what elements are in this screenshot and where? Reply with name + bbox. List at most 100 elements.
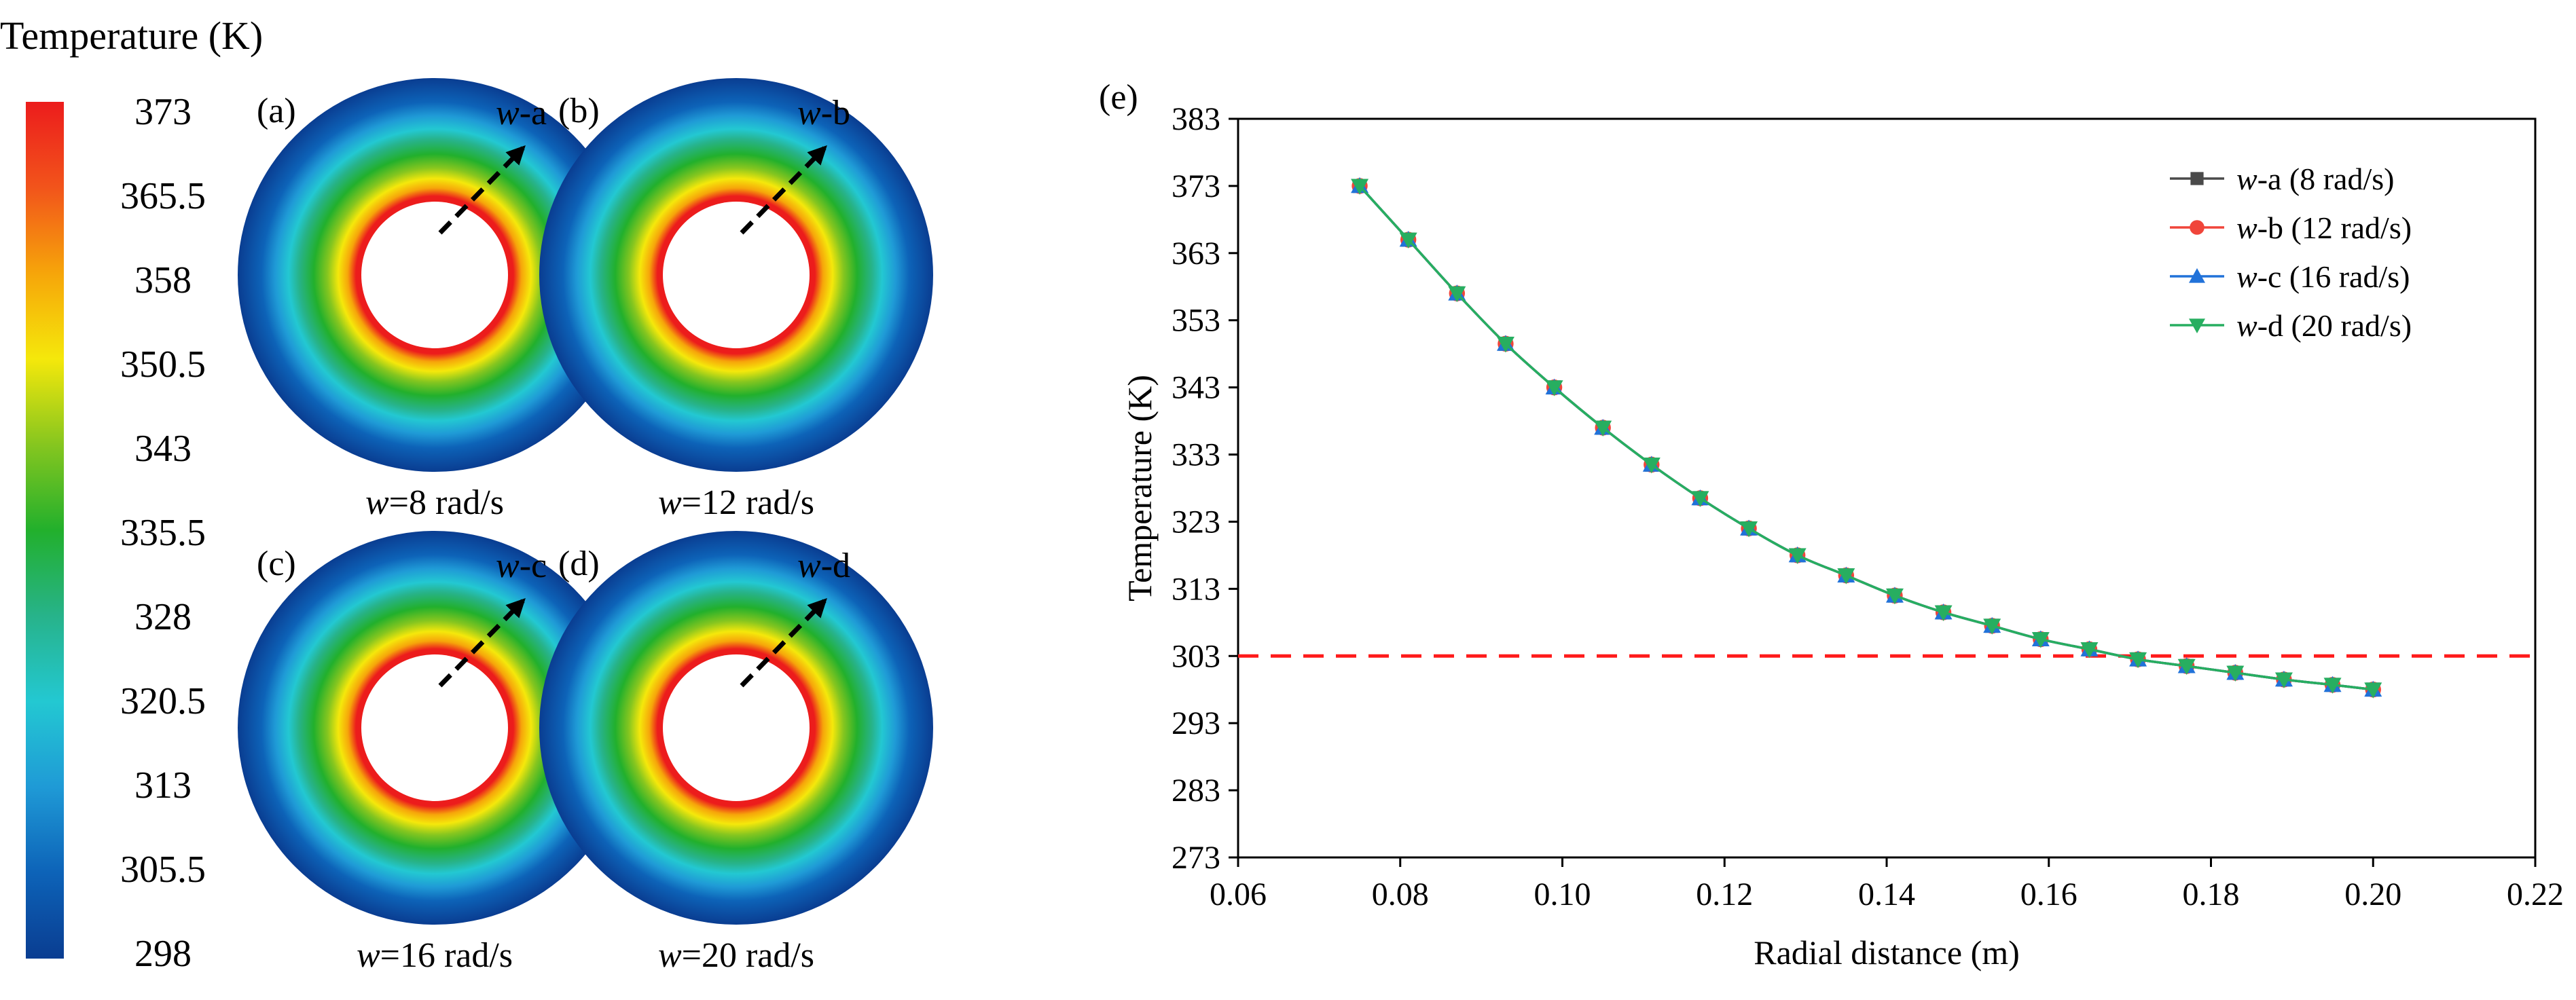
arrow-label: w-d xyxy=(797,547,850,585)
data-point xyxy=(1691,491,1709,507)
legend-label: w-d (20 rad/s) xyxy=(2236,308,2412,343)
colorbar: Temperature (K) 373 365.5 358 350.5 343 335.5… xyxy=(0,14,263,975)
series-line xyxy=(1358,185,2374,691)
series-line xyxy=(1358,185,2374,691)
series xyxy=(1351,177,2382,697)
x-tick-label: 0.14 xyxy=(1858,876,1915,912)
colorbar-tick-label: 373 xyxy=(134,91,192,133)
x-tick-label: 0.10 xyxy=(1534,876,1591,912)
legend-label: w-a (8 rad/s) xyxy=(2236,162,2394,196)
x-axis-label: Radial distance (m) xyxy=(1754,933,2020,971)
x-tick-label: 0.12 xyxy=(1696,876,1753,912)
series-group xyxy=(1351,177,2382,699)
disc-caption: w=8 rad/s xyxy=(365,483,504,522)
colorbar-bar xyxy=(26,102,64,959)
line-chart: (e) 0.06 0.08 0.10 0.12 0.14 0.16 0.18 0.20 0.22… xyxy=(1099,78,2564,971)
colorbar-tick-label: 358 xyxy=(134,259,192,301)
colorbar-title: Temperature (K) xyxy=(0,14,263,58)
disc-caption: w=12 rad/s xyxy=(658,483,814,522)
disc-panels: (a) w-a w=8 rad/s (b) w-b w=12 rad/s (c) w-c w=1… xyxy=(238,78,933,975)
colorbar-tick-label: 313 xyxy=(134,764,192,807)
legend: w-a (8 rad/s) w-b (12 rad/s) w-c (16 rad/s… xyxy=(2170,162,2412,343)
legend-marker xyxy=(2190,220,2205,235)
y-tick-label: 363 xyxy=(1172,236,1220,272)
legend-marker xyxy=(2189,268,2205,283)
chart-panel-label: (e) xyxy=(1099,78,1138,117)
legend-label: w-c (16 rad/s) xyxy=(2236,259,2410,294)
x-tick-label: 0.16 xyxy=(2020,876,2078,912)
disc-hole xyxy=(663,202,810,348)
arrow-label: w-a xyxy=(496,94,547,132)
data-point xyxy=(2274,672,2293,688)
disc-caption: w=16 rad/s xyxy=(357,936,513,975)
series-line xyxy=(1358,185,2374,691)
data-point xyxy=(1399,232,1417,249)
x-tick-label: 0.18 xyxy=(2183,876,2240,912)
disc-panel: (d) w-d w=20 rad/s xyxy=(539,531,933,975)
disc-caption: w=20 rad/s xyxy=(658,936,814,975)
disc-panel: (c) w-c w=16 rad/s xyxy=(238,531,632,975)
data-point xyxy=(1351,179,1369,195)
data-point xyxy=(2364,682,2382,699)
legend-item: w-d (20 rad/s) xyxy=(2170,308,2412,343)
x-tick-label: 0.06 xyxy=(1210,876,1267,912)
radial-direction-arrow xyxy=(438,145,526,235)
radial-direction-arrow xyxy=(740,597,827,688)
x-tick-label: 0.22 xyxy=(2507,876,2564,912)
x-tick-label: 0.20 xyxy=(2344,876,2401,912)
radial-direction-arrow xyxy=(438,597,526,688)
y-tick-label: 373 xyxy=(1172,168,1220,204)
data-point xyxy=(2177,659,2196,675)
arrow-label: w-c xyxy=(496,547,547,585)
data-point xyxy=(1788,548,1807,564)
y-tick-label: 313 xyxy=(1172,571,1220,607)
colorbar-tick-label: 365.5 xyxy=(120,175,206,217)
legend-marker xyxy=(2189,318,2205,333)
y-tick-label: 293 xyxy=(1172,705,1220,741)
colorbar-tick-label: 335.5 xyxy=(120,512,206,554)
y-tick-label: 273 xyxy=(1172,840,1220,876)
colorbar-ticks: 373 365.5 358 350.5 343 335.5 328 320.5 313 305.5… xyxy=(120,91,206,975)
series xyxy=(1352,178,2381,698)
series-line xyxy=(1358,185,2374,691)
colorbar-tick-label: 350.5 xyxy=(120,344,206,386)
data-point xyxy=(2129,652,2147,669)
disc-panel: (b) w-b w=12 rad/s xyxy=(539,78,933,522)
axis-ticks: 0.06 0.08 0.10 0.12 0.14 0.16 0.18 0.20 0.22 273 2… xyxy=(1172,101,2564,912)
legend-marker xyxy=(2190,172,2204,185)
y-tick-label: 383 xyxy=(1172,101,1220,137)
disc-panel-label: (a) xyxy=(257,92,296,130)
data-point xyxy=(1983,618,2001,635)
y-tick-label: 333 xyxy=(1172,437,1220,473)
disc-hole xyxy=(361,202,508,348)
legend-item: w-b (12 rad/s) xyxy=(2170,210,2412,245)
disc-panel-label: (c) xyxy=(257,544,296,583)
y-tick-label: 343 xyxy=(1172,370,1220,406)
data-point xyxy=(1496,336,1514,353)
x-tick-label: 0.08 xyxy=(1372,876,1429,912)
legend-label: w-b (12 rad/s) xyxy=(2236,210,2412,245)
series xyxy=(1351,179,2382,699)
data-point xyxy=(2226,665,2245,682)
legend-item: w-c (16 rad/s) xyxy=(2170,259,2410,294)
colorbar-tick-label: 328 xyxy=(134,596,192,638)
data-point xyxy=(1934,605,1953,621)
y-axis-label: Temperature (K) xyxy=(1121,375,1159,601)
colorbar-tick-label: 343 xyxy=(134,428,192,470)
disc-panel: (a) w-a w=8 rad/s xyxy=(238,78,632,522)
colorbar-tick-label: 305.5 xyxy=(120,849,206,891)
y-tick-label: 283 xyxy=(1172,773,1220,809)
colorbar-tick-label: 298 xyxy=(134,933,192,975)
y-tick-label: 353 xyxy=(1172,303,1220,339)
disc-hole xyxy=(663,654,810,801)
data-point xyxy=(1448,286,1466,303)
legend-item: w-a (8 rad/s) xyxy=(2170,162,2394,196)
colorbar-tick-label: 320.5 xyxy=(120,680,206,722)
data-point xyxy=(2323,678,2342,694)
data-point xyxy=(1594,420,1612,437)
disc-panel-label: (b) xyxy=(558,92,600,130)
y-tick-label: 303 xyxy=(1172,638,1220,674)
y-tick-label: 323 xyxy=(1172,504,1220,540)
radial-direction-arrow xyxy=(740,145,827,235)
